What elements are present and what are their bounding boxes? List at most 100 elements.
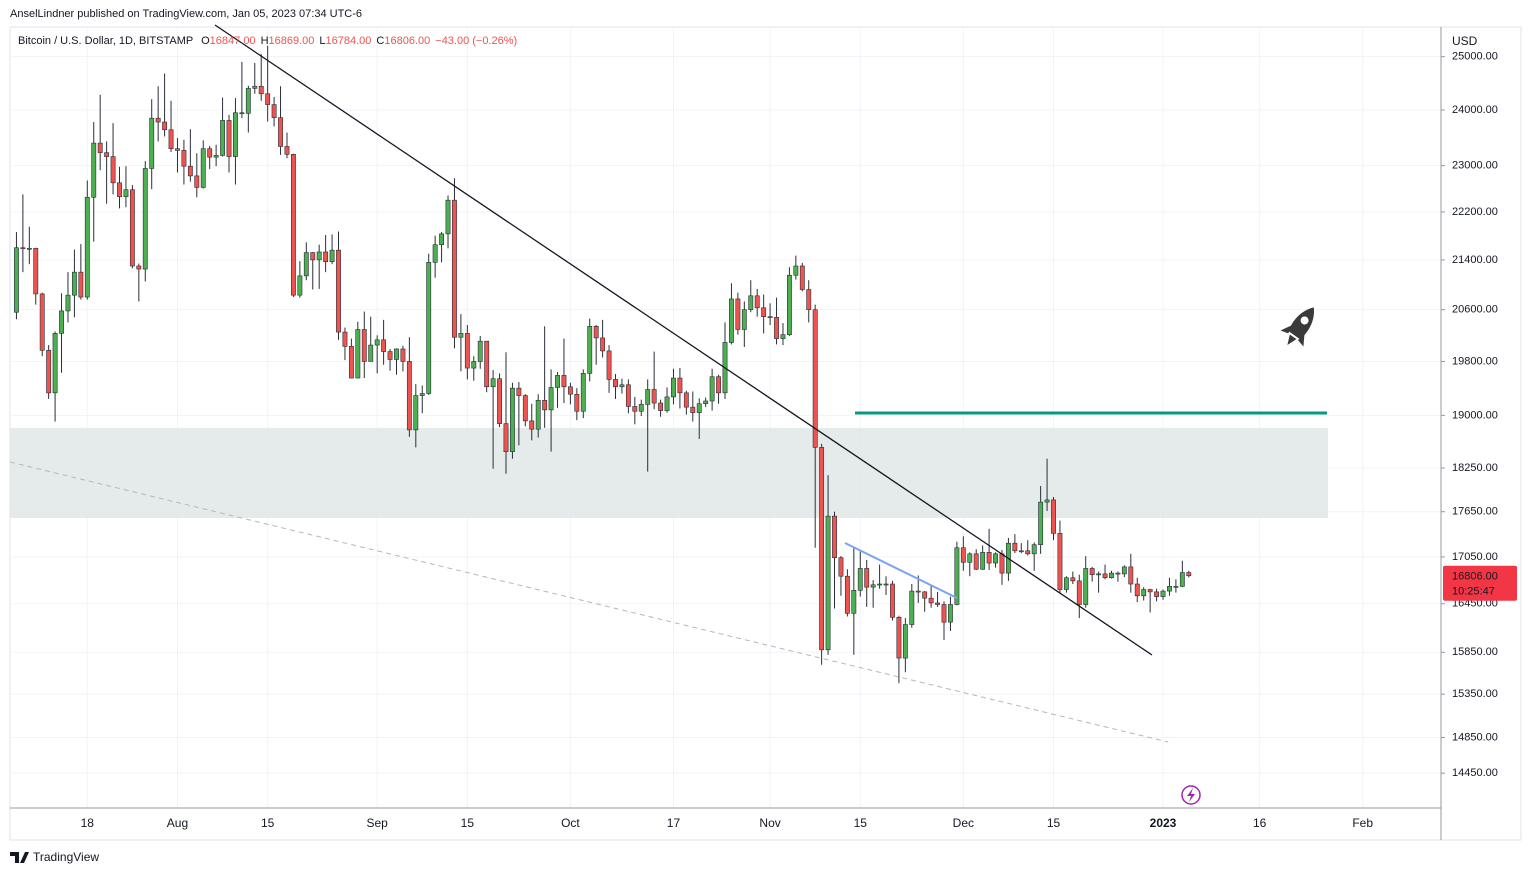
candle-body <box>574 393 580 412</box>
candle-body <box>748 295 754 310</box>
candle-body <box>26 248 32 250</box>
candle-body <box>1173 586 1179 588</box>
footer-brand: TradingView <box>33 850 99 864</box>
candle-body <box>1025 550 1031 555</box>
bar-countdown: 10:25:47 <box>1452 586 1495 598</box>
candle-body <box>786 274 792 335</box>
candle-body <box>368 344 374 362</box>
candle-body <box>587 325 593 374</box>
y-tick-label: 20600.00 <box>1452 304 1498 316</box>
candle-body <box>619 384 625 388</box>
candle-body <box>426 262 432 394</box>
x-tick-label: 16 <box>1253 816 1267 830</box>
candle-body <box>1096 573 1102 576</box>
candle-body <box>535 400 541 430</box>
candle-body <box>52 333 58 394</box>
candle-body <box>46 349 52 394</box>
x-tick-label: Aug <box>167 816 188 830</box>
legend-change: −43.00 (−0.26%) <box>435 35 517 47</box>
candle-body <box>838 557 844 577</box>
candle-body <box>297 275 303 296</box>
candle-body <box>806 289 812 310</box>
candle-body <box>761 307 767 317</box>
y-tick-label: 15350.00 <box>1452 688 1498 700</box>
footer: TradingView <box>10 850 99 864</box>
candle-body <box>1031 544 1037 555</box>
candle-body <box>394 348 399 360</box>
candle-body <box>271 104 277 118</box>
candle-body <box>703 400 709 405</box>
x-tick-label: 15 <box>261 816 275 830</box>
candle-body <box>471 361 477 369</box>
candle-body <box>915 590 921 593</box>
candle-body <box>59 310 64 334</box>
support-zone <box>10 428 1328 518</box>
candle-body <box>548 387 554 411</box>
publisher-note: AnselLindner published on TradingView.co… <box>10 8 362 20</box>
candle-body <box>194 175 200 188</box>
candle-body <box>890 583 895 618</box>
y-tick-label: 22200.00 <box>1452 206 1498 218</box>
candle-body <box>1134 583 1140 597</box>
candle-body <box>658 402 664 411</box>
candle-body <box>677 377 683 394</box>
candle-body <box>374 339 380 346</box>
candle-body <box>902 624 908 659</box>
candle-body <box>696 403 702 413</box>
candle-body <box>741 309 747 330</box>
candle-body <box>606 350 612 380</box>
x-tick-label: 15 <box>1047 816 1061 830</box>
candle-body <box>149 117 155 169</box>
x-tick-label: Sep <box>366 816 388 830</box>
candle-body <box>832 515 837 558</box>
candle-body <box>207 148 213 158</box>
candle-body <box>1167 586 1172 592</box>
candle-body <box>361 329 367 362</box>
candle-body <box>812 309 818 448</box>
candle-body <box>542 400 548 411</box>
x-tick-label: 15 <box>461 816 475 830</box>
candle-body <box>464 333 470 369</box>
candle-body <box>123 189 129 197</box>
candle-body <box>1121 566 1127 575</box>
candle-body <box>91 142 97 198</box>
candle-body <box>600 337 606 352</box>
candle-body <box>117 182 122 197</box>
candle-body <box>580 373 586 412</box>
candle-body <box>671 377 676 398</box>
candle-body <box>683 392 689 408</box>
candle-body <box>39 293 45 351</box>
candle-body <box>1063 577 1069 590</box>
candle-body <box>1154 591 1160 597</box>
candle-body <box>844 575 850 614</box>
y-tick-label: 19000.00 <box>1452 409 1498 421</box>
candle-body <box>348 346 354 379</box>
candle-body <box>883 583 889 586</box>
candle-body <box>793 265 799 276</box>
dashed-trendline <box>9 461 1169 743</box>
candle-body <box>1051 499 1056 534</box>
candle-body <box>1109 572 1114 579</box>
candle-body <box>33 248 39 295</box>
candle-body <box>1179 572 1185 587</box>
candle-body <box>1076 580 1082 605</box>
legend: Bitcoin / U.S. Dollar, 1D, BITSTAMP O168… <box>18 35 517 47</box>
candle-body <box>187 165 193 177</box>
rocket-icon <box>1280 307 1314 347</box>
candle-body <box>290 154 296 296</box>
event-icon[interactable] <box>1181 785 1201 805</box>
candle-body <box>432 244 438 263</box>
candle-body <box>1089 568 1095 575</box>
candle-body <box>142 168 148 270</box>
candle-body <box>625 384 631 407</box>
candle-body <box>567 386 573 395</box>
candle-body <box>1141 589 1147 597</box>
candle-body <box>278 117 283 147</box>
candle-body <box>316 251 322 261</box>
candle-body <box>1102 573 1108 579</box>
candle-body <box>870 584 876 588</box>
candle-body <box>522 395 528 422</box>
candle-body <box>555 375 560 388</box>
candle-body <box>490 378 496 388</box>
